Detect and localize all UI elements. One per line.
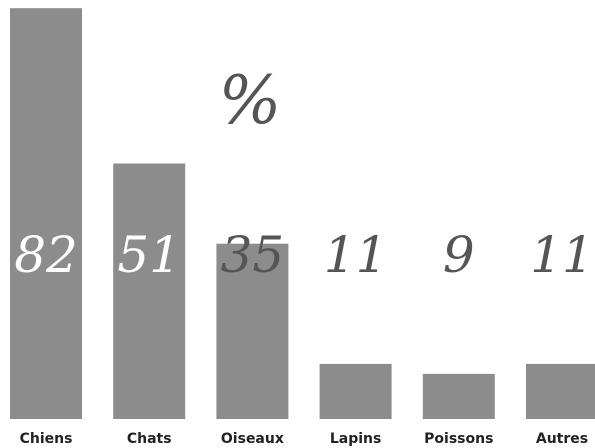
category-label-chiens: Chiens: [20, 431, 73, 447]
unit-label: %: [219, 62, 282, 139]
bars-group: [10, 8, 595, 419]
bar-poissons: [422, 373, 495, 419]
category-labels-group: Chiens Chats Oiseaux Lapins Poissons Autres: [20, 431, 589, 447]
category-label-autres: Autres: [536, 431, 588, 447]
value-label-autres: 11: [530, 226, 594, 284]
bar-autres: [526, 363, 595, 419]
category-label-poissons: Poissons: [424, 431, 493, 447]
bar-chats: [113, 163, 186, 419]
bar-oiseaux: [216, 243, 289, 419]
value-label-lapins: 11: [324, 226, 388, 284]
value-labels-group: 82 51 35 11 9 11: [14, 226, 594, 284]
value-label-chats: 51: [117, 226, 181, 284]
bar-lapins: [319, 363, 392, 419]
bar-chiens: [10, 8, 82, 419]
category-label-chats: Chats: [127, 431, 172, 447]
category-label-oiseaux: Oiseaux: [221, 431, 284, 447]
value-label-chiens: 82: [14, 226, 78, 284]
value-label-poissons: 9: [443, 226, 475, 284]
category-label-lapins: Lapins: [330, 431, 382, 447]
value-label-oiseaux: 35: [221, 226, 285, 284]
